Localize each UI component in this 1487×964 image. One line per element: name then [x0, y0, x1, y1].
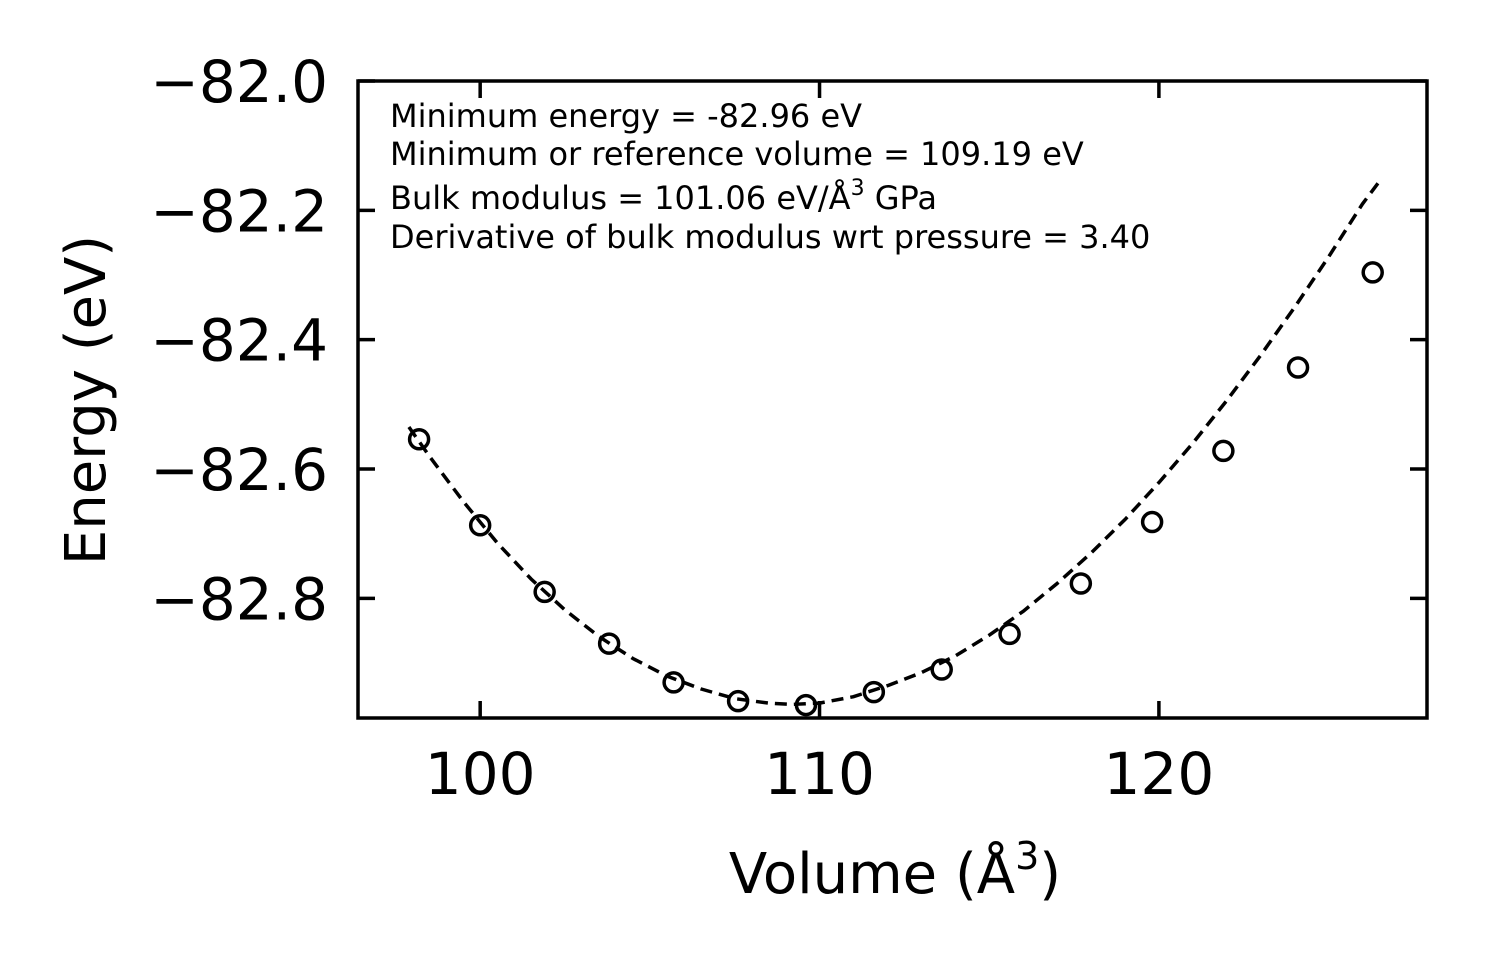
- data-point-marker: [1069, 572, 1093, 595]
- annotation-bulk-modulus: Bulk modulus = 101.06 eV/Å3 GPa: [390, 176, 937, 217]
- data-point-marker: [794, 693, 818, 717]
- x-tick-label: 110: [764, 740, 875, 808]
- data-point-marker: [468, 514, 492, 537]
- y-tick-label: −82.8: [150, 565, 328, 633]
- data-point-marker: [662, 671, 685, 694]
- data-point-marker: [1140, 510, 1164, 534]
- data-point-marker: [930, 658, 953, 681]
- plot-frame: [356, 79, 1429, 720]
- annotation-min-volume: Minimum or reference volume = 109.19 eV: [390, 135, 1084, 173]
- annotation-bulk-modulus-derivative: Derivative of bulk modulus wrt pressure …: [390, 218, 1150, 256]
- data-point-marker: [998, 622, 1021, 646]
- data-point-marker: [726, 689, 750, 713]
- data-point-marker: [533, 580, 556, 604]
- data-point-marker: [1212, 439, 1235, 463]
- fit-curve-line: [407, 180, 1381, 707]
- x-axis-label-main: Volume (Å: [729, 841, 1015, 907]
- plot-area: [407, 180, 1384, 717]
- annotation-min-energy: Minimum energy = -82.96 eV: [390, 97, 862, 135]
- y-tick-label: −82.2: [150, 177, 328, 245]
- annotation-bulk-modulus-main: Bulk modulus = 101.06 eV/Å: [390, 179, 851, 217]
- data-point-marker: [862, 680, 886, 704]
- x-axis-label-suffix: ): [1039, 842, 1061, 907]
- x-tick-label: 100: [425, 740, 536, 808]
- data-point-marker: [407, 428, 431, 451]
- x-axis-label-superscript: 3: [1015, 834, 1039, 878]
- fit-results-annotation: Minimum energy = -82.96 eV Minimum or re…: [390, 97, 1150, 256]
- data-point-marker: [1361, 261, 1384, 284]
- annotation-bulk-modulus-unit: GPa: [865, 179, 937, 217]
- y-tick-label: −82.6: [150, 436, 328, 504]
- y-axis-label: Energy (eV): [54, 235, 119, 565]
- x-tick-label: 120: [1104, 740, 1215, 808]
- data-point-marker: [1286, 356, 1310, 379]
- annotation-bulk-modulus-superscript: 3: [851, 176, 865, 201]
- y-tick-label: −82.0: [150, 48, 328, 116]
- x-axis-label: Volume (Å3): [729, 834, 1061, 907]
- axis-ticks: 100 110 120 −82.0 −82.2 −82.4 −82.6 −82.8: [150, 48, 1427, 808]
- y-tick-label: −82.4: [150, 307, 328, 375]
- data-point-marker: [597, 632, 621, 655]
